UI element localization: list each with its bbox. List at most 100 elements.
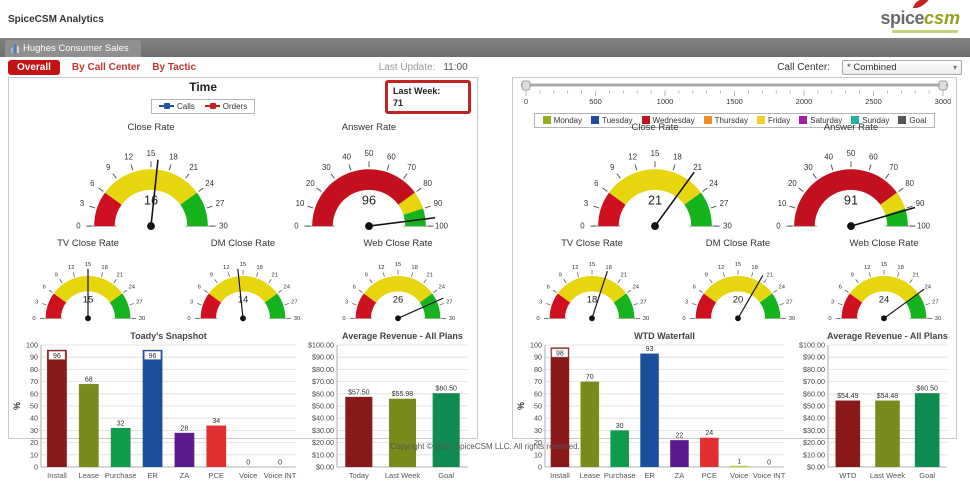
gauge-pivot bbox=[651, 222, 659, 231]
gauge-tick-label: 15 bbox=[651, 149, 660, 158]
tab-hughes-consumer-sales[interactable]: Hughes Consumer Sales bbox=[5, 40, 141, 57]
gauge-value: 91 bbox=[844, 193, 858, 208]
gauge-pivot bbox=[735, 315, 741, 322]
slider-handle[interactable] bbox=[521, 80, 531, 91]
y-axis-label: $20.00 bbox=[312, 438, 334, 447]
bar-value-label: 24 bbox=[705, 430, 713, 437]
bar-value-label: 0 bbox=[278, 460, 282, 467]
gauge-tick-label: 30 bbox=[789, 316, 796, 322]
gauge-tick-label: 0 bbox=[294, 222, 299, 231]
gauge-tick-label: 0 bbox=[776, 222, 781, 231]
y-axis-label: 20 bbox=[534, 438, 542, 447]
gauge-title: Answer Rate bbox=[823, 122, 879, 133]
gauge-tick-label: 20 bbox=[788, 179, 797, 188]
legend-swatch bbox=[757, 116, 765, 124]
bar-value-label: 70 bbox=[586, 374, 594, 381]
bar-value-label: $55.98 bbox=[392, 391, 414, 398]
legend-label: Goal bbox=[909, 115, 927, 125]
bar-chart: WTD Waterfall0102030405060708090100%98In… bbox=[516, 331, 786, 480]
gauge-tick-label: 80 bbox=[905, 179, 914, 188]
y-axis-label: 30 bbox=[30, 426, 38, 435]
legend-label: Tuesday bbox=[602, 115, 633, 125]
bar-value-label: 68 bbox=[85, 377, 93, 384]
gauge-zone bbox=[794, 169, 897, 227]
bar-chart: Average Revenue - All Plans $0.00 $10.00 $2… bbox=[308, 331, 468, 480]
gauge-tick-label: 6 bbox=[198, 284, 201, 290]
legend-item: Sunday bbox=[851, 116, 889, 125]
gauge-title: Close Rate bbox=[127, 122, 175, 133]
gauge-zone bbox=[312, 169, 415, 227]
gauge-zone bbox=[355, 293, 377, 319]
y-axis-label: $100.00 bbox=[799, 341, 825, 350]
gauge-tick-label: 12 bbox=[628, 153, 637, 162]
y-axis-label: 60 bbox=[30, 389, 38, 398]
overall-button[interactable]: Overall bbox=[8, 59, 60, 75]
footer: Copyright © 2013 SpiceCSM LLC. All right… bbox=[0, 439, 970, 453]
y-axis-label: 10 bbox=[534, 450, 542, 459]
by-tactic-link[interactable]: By Tactic bbox=[152, 61, 197, 73]
x-axis-label: ZA bbox=[180, 471, 190, 480]
gauge-needle bbox=[368, 216, 436, 227]
gauge-tick-label: 27 bbox=[932, 299, 938, 305]
y-axis-label: $30.00 bbox=[312, 426, 334, 435]
x-axis-label: Voice INT bbox=[264, 471, 297, 480]
gauge-zone bbox=[695, 293, 717, 319]
gauge-tick-label: 9 bbox=[55, 272, 58, 278]
gauge-pivot bbox=[85, 315, 91, 322]
y-axis-label: $60.00 bbox=[312, 389, 334, 398]
logo-text-csm: csm bbox=[923, 8, 960, 28]
bar bbox=[142, 349, 163, 467]
bar-value-label: 0 bbox=[767, 460, 771, 467]
gauge-tick-label: 15 bbox=[589, 262, 595, 268]
bar-value-label: $57.50 bbox=[348, 389, 370, 396]
legend-label: Thursday bbox=[714, 115, 748, 125]
legend-item: Saturday bbox=[799, 116, 842, 125]
gauge-needle bbox=[883, 288, 925, 319]
bar bbox=[640, 353, 659, 467]
gauge-title: DM Close Rate bbox=[210, 238, 276, 249]
bar-value-label: 22 bbox=[676, 433, 684, 440]
y-axis-label: $40.00 bbox=[803, 414, 825, 423]
gauge-tick-label: 21 bbox=[767, 272, 773, 278]
gauge-tick-label: 30 bbox=[139, 316, 146, 322]
call-center-select[interactable]: * Combined ▾ bbox=[842, 59, 962, 75]
gauge-dial: 0 3 6 9 12 15 18 21 24 27 30 16 bbox=[76, 149, 228, 231]
gauge-title: DM Close Rate bbox=[705, 238, 771, 249]
y-axis-label: $30.00 bbox=[803, 426, 825, 435]
x-axis-label: PCE bbox=[702, 471, 717, 480]
wtd-panel: 0 500 1000 1500 2000 2500 3000 Monday Tuesday We… bbox=[512, 77, 957, 480]
legend-label: Sunday bbox=[862, 115, 890, 125]
gauge-tick-label: 9 bbox=[851, 272, 854, 278]
by-call-center-link[interactable]: By Call Center bbox=[71, 61, 141, 73]
gauge-tick-label: 24 bbox=[778, 284, 785, 290]
gauge-tick-label: 6 bbox=[594, 179, 599, 188]
y-axis-label: 70 bbox=[534, 377, 542, 386]
x-axis-label: Purchase bbox=[604, 471, 636, 480]
gauge-title: Web Close Rate bbox=[363, 238, 433, 249]
gauge-value: 14 bbox=[238, 294, 249, 305]
gauge-tick-label: 90 bbox=[916, 199, 925, 208]
x-axis-label: Install bbox=[47, 471, 67, 480]
gauge-tick-label: 3 bbox=[190, 299, 193, 305]
answer-rate-gauge-wtd: Answer Rate 0 10 20 30 40 50 60 70 80 90 100 91 bbox=[753, 122, 949, 240]
x-axis-label: Voice bbox=[239, 471, 257, 480]
bar bbox=[914, 393, 940, 467]
gauge-tick-label: 10 bbox=[296, 199, 305, 208]
bar bbox=[700, 437, 719, 467]
y-axis-label: 60 bbox=[534, 389, 542, 398]
y-axis-label: 100 bbox=[530, 341, 542, 350]
dm-close-rate-gauge-wtd: DM Close Rate 0 3 6 9 12 15 18 21 24 27 30 20 bbox=[665, 238, 811, 330]
app-title: SpiceCSM Analytics bbox=[8, 13, 104, 25]
gauge-tick-label: 18 bbox=[751, 265, 757, 271]
gauge-needle bbox=[850, 206, 916, 227]
today-panel: Time Calls Orders Last Week: 71 Close Rat… bbox=[8, 77, 478, 480]
gauge-needle bbox=[737, 275, 764, 319]
gauge-tick-label: 60 bbox=[869, 153, 878, 162]
gauge-zone bbox=[419, 293, 441, 319]
gauge-zone bbox=[849, 276, 919, 303]
slider-handle[interactable] bbox=[938, 80, 948, 91]
gauge-dial: 0 3 6 9 12 15 18 21 24 27 30 20 bbox=[682, 262, 796, 322]
legend-label: Saturday bbox=[810, 115, 843, 125]
gauge-zone bbox=[905, 293, 927, 319]
day-legend: Monday Tuesday Wednesday Thursday Friday Satu… bbox=[533, 112, 936, 128]
